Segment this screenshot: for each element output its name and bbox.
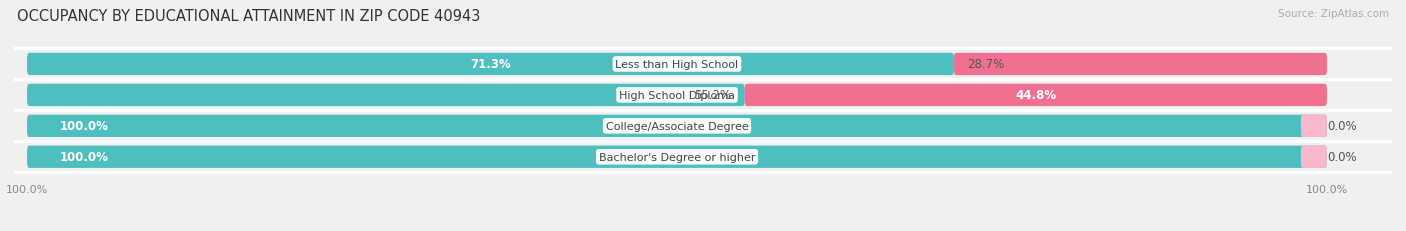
FancyBboxPatch shape (27, 84, 1327, 106)
Text: OCCUPANCY BY EDUCATIONAL ATTAINMENT IN ZIP CODE 40943: OCCUPANCY BY EDUCATIONAL ATTAINMENT IN Z… (17, 9, 481, 24)
FancyBboxPatch shape (27, 84, 745, 106)
FancyBboxPatch shape (953, 54, 1327, 76)
Text: Less than High School: Less than High School (616, 60, 738, 70)
FancyBboxPatch shape (27, 146, 1327, 168)
FancyBboxPatch shape (745, 84, 1327, 106)
FancyBboxPatch shape (1301, 146, 1327, 168)
Text: Bachelor's Degree or higher: Bachelor's Degree or higher (599, 152, 755, 162)
FancyBboxPatch shape (27, 115, 1327, 137)
Text: 71.3%: 71.3% (470, 58, 510, 71)
Text: 28.7%: 28.7% (967, 58, 1004, 71)
Text: High School Diploma: High School Diploma (619, 91, 735, 100)
Text: Source: ZipAtlas.com: Source: ZipAtlas.com (1278, 9, 1389, 19)
FancyBboxPatch shape (27, 54, 953, 76)
Text: 100.0%: 100.0% (59, 120, 108, 133)
Text: College/Associate Degree: College/Associate Degree (606, 121, 748, 131)
FancyBboxPatch shape (27, 115, 1327, 137)
Text: 0.0%: 0.0% (1327, 151, 1357, 164)
Text: 100.0%: 100.0% (59, 151, 108, 164)
Text: 44.8%: 44.8% (1015, 89, 1056, 102)
FancyBboxPatch shape (27, 146, 1327, 168)
Text: 55.2%: 55.2% (695, 89, 731, 102)
Text: 0.0%: 0.0% (1327, 120, 1357, 133)
FancyBboxPatch shape (27, 54, 1327, 76)
FancyBboxPatch shape (1301, 115, 1327, 137)
